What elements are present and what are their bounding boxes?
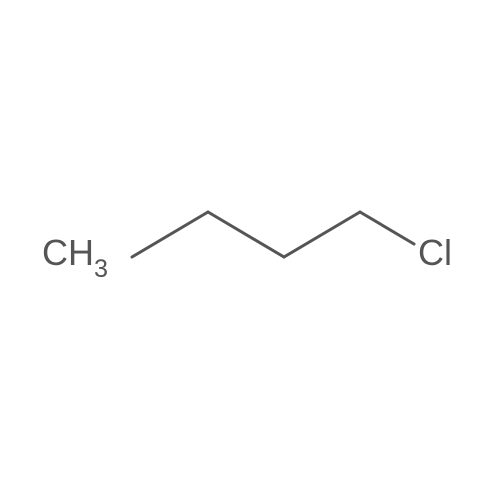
bond-3: [284, 212, 360, 257]
ch-text: CH: [42, 232, 94, 273]
ch-sub: 3: [94, 255, 108, 283]
cl-text: Cl: [418, 232, 452, 273]
methyl-label: CH3: [42, 232, 108, 280]
molecule-canvas: CH3 Cl: [0, 0, 500, 500]
bond-4: [360, 212, 414, 244]
chlorine-label: Cl: [418, 232, 452, 274]
bond-2: [208, 212, 284, 257]
bond-1: [132, 212, 208, 257]
